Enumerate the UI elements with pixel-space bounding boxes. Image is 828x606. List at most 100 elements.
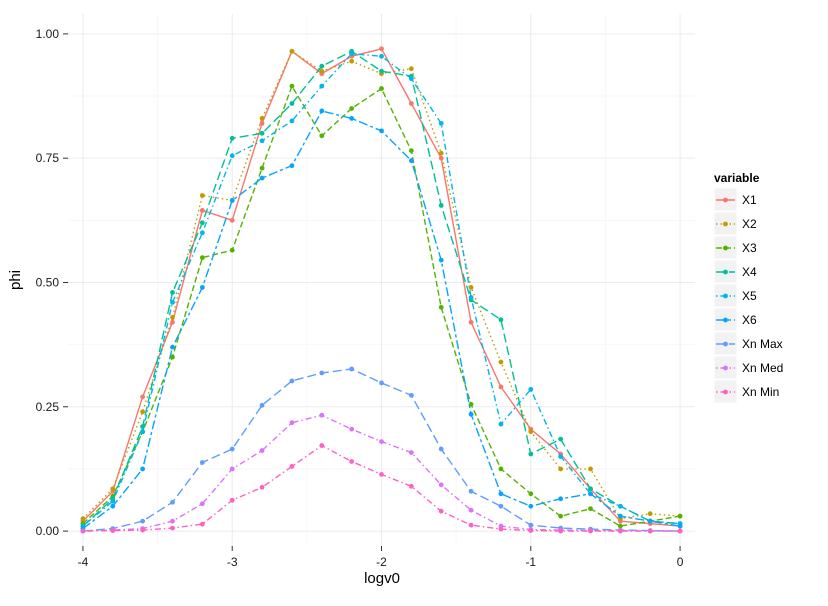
data-point-xn-min (289, 464, 295, 469)
y-tick-label: 0.00 (36, 524, 60, 538)
data-point-xn-max (528, 522, 534, 528)
data-point-x6 (379, 128, 384, 134)
data-point-xn-med (468, 507, 474, 513)
data-point-xn-min (438, 508, 444, 514)
data-point-x2 (438, 150, 444, 156)
data-point-xn-min (617, 528, 623, 534)
data-point-x4 (259, 130, 265, 136)
legend-point-x2 (723, 221, 728, 227)
grid-major (68, 14, 695, 546)
data-point-x5 (289, 118, 295, 124)
data-point-xn-min (110, 528, 116, 533)
data-point-x3 (558, 513, 564, 519)
data-point-x2 (140, 409, 146, 415)
data-point-x2 (408, 66, 414, 72)
data-point-x6 (259, 175, 265, 181)
data-point-x4 (289, 101, 295, 106)
data-point-x2 (588, 466, 593, 472)
data-point-x2 (170, 314, 175, 320)
data-point-x5 (140, 429, 146, 435)
data-point-x6 (677, 523, 683, 529)
data-point-x4 (170, 290, 175, 295)
data-point-x5 (617, 503, 623, 509)
data-point-xn-min (379, 472, 384, 477)
data-point-x5 (438, 120, 444, 126)
x-tick-label: -4 (78, 555, 89, 569)
data-point-x6 (528, 503, 534, 509)
data-point-x5 (229, 153, 235, 159)
data-point-x2 (558, 466, 564, 472)
data-point-x3 (229, 247, 235, 253)
data-point-x5 (528, 386, 534, 392)
y-tick-label: 1.00 (36, 27, 60, 41)
data-point-x5 (498, 421, 504, 427)
legend-label-x4: X4 (742, 265, 757, 279)
data-point-xn-max (349, 366, 355, 372)
data-point-x5 (349, 51, 355, 57)
data-point-xn-min (468, 522, 474, 528)
data-point-xn-med (259, 448, 265, 453)
data-point-xn-min (528, 528, 534, 533)
data-point-xn-med (349, 426, 355, 432)
x-tick-label: -1 (525, 555, 536, 569)
data-point-xn-med (379, 439, 384, 444)
data-point-xn-max (199, 460, 205, 465)
data-point-x3 (528, 491, 534, 497)
data-point-x1 (140, 394, 146, 400)
data-point-x3 (259, 165, 265, 171)
data-point-x1 (498, 384, 504, 390)
data-point-x5 (170, 299, 175, 305)
data-point-xn-min (408, 483, 414, 489)
data-point-x4 (558, 436, 564, 442)
legend: variable X1 X2 X3 X4 X5 X6 Xn Max Xn Med Xn Min (713, 171, 783, 404)
legend-point-x4 (723, 269, 728, 275)
data-point-x1 (379, 46, 384, 52)
data-point-x5 (199, 230, 205, 236)
data-point-x2 (319, 68, 325, 74)
legend-label-x1: X1 (742, 193, 757, 207)
x-tick-label: 0 (677, 555, 684, 569)
data-point-xn-med (289, 420, 295, 426)
data-point-x5 (259, 138, 265, 144)
data-point-x2 (498, 359, 504, 365)
y-tick-label: 0.75 (36, 151, 60, 165)
data-point-xn-min (199, 521, 205, 527)
data-point-x3 (319, 133, 325, 139)
data-point-x1 (170, 319, 175, 325)
data-point-x6 (289, 163, 295, 169)
data-point-x1 (229, 217, 235, 223)
data-point-x4 (379, 68, 384, 74)
data-point-xn-max (170, 499, 175, 505)
data-point-xn-min (319, 443, 325, 448)
data-point-x3 (498, 466, 504, 472)
data-point-xn-med (229, 466, 235, 472)
data-point-x6 (349, 116, 355, 121)
data-point-x3 (379, 86, 384, 91)
y-axis-title: phi (7, 270, 24, 290)
legend-point-x1 (723, 197, 728, 203)
data-point-x6 (438, 257, 444, 263)
legend-point-x5 (723, 293, 728, 299)
data-point-xn-min (647, 528, 653, 534)
legend-point-x3 (723, 245, 728, 251)
legend-point-xn-max (723, 341, 728, 347)
series-points (80, 46, 683, 534)
data-point-x4 (319, 63, 325, 69)
data-point-x4 (199, 220, 205, 226)
data-point-x3 (289, 83, 295, 89)
data-point-xn-max (498, 503, 504, 509)
legend-label-xn-max: Xn Max (742, 337, 783, 351)
legend-label-x6: X6 (742, 313, 757, 327)
data-point-x5 (558, 454, 564, 459)
data-point-x2 (80, 516, 86, 522)
data-point-x2 (289, 48, 295, 54)
data-point-xn-med (170, 518, 175, 524)
data-point-x3 (588, 506, 593, 512)
data-point-x5 (379, 53, 384, 59)
data-point-x6 (140, 466, 146, 472)
data-point-x2 (110, 486, 116, 492)
y-tick-label: 0.50 (36, 275, 60, 289)
legend-title: variable (714, 171, 760, 185)
legend-point-xn-min (723, 389, 728, 395)
data-point-x6 (498, 491, 504, 497)
